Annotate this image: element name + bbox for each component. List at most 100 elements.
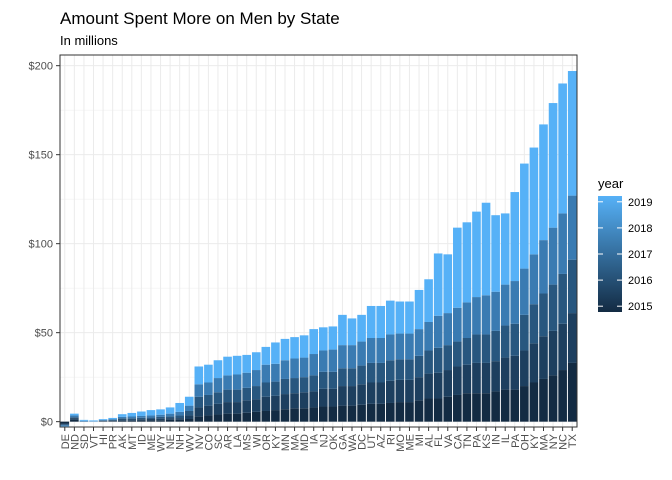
bar-ks-2019 <box>481 202 491 296</box>
bar-ny-2016 <box>548 330 558 376</box>
bar-wv-2017 <box>184 410 194 416</box>
y-tick-label: $150 <box>29 150 53 162</box>
bar-il-2019 <box>500 213 510 285</box>
bar-ne-2017 <box>165 416 175 419</box>
bar-nd-2017 <box>70 417 79 419</box>
bar-co-2019 <box>204 364 213 383</box>
bar-pa-2019 <box>510 192 520 282</box>
bar-ia-2015 <box>309 407 319 422</box>
bar-pa-2019 <box>472 211 481 298</box>
x-tick-label: WA <box>347 433 359 451</box>
bar-id-2015 <box>137 420 146 422</box>
bar-ut-2015 <box>366 403 376 422</box>
y-tick-label: $200 <box>29 61 53 73</box>
bar-az-2015 <box>376 403 386 422</box>
bar-mt-2018 <box>127 416 137 419</box>
bar-pr-2019 <box>108 417 117 420</box>
bar-ga-2017 <box>338 368 347 387</box>
legend-label: 2018 <box>628 223 652 235</box>
bar-ma-2016 <box>539 336 548 379</box>
bar-wi-2018 <box>251 370 261 387</box>
bar-de-2016 <box>60 423 70 425</box>
x-tick-label: RI <box>385 434 397 445</box>
bar-ne-2016 <box>165 418 175 420</box>
bar-ma-2017 <box>539 293 548 337</box>
bar-co-2016 <box>204 405 213 416</box>
bar-wa-2015 <box>347 405 357 422</box>
bar-nj-2019 <box>318 327 328 351</box>
x-tick-label: PA <box>510 433 522 448</box>
bar-wy-2016 <box>156 418 165 421</box>
bar-md-2016 <box>299 392 309 409</box>
x-tick-label: AR <box>223 434 235 449</box>
bar-ms-2018 <box>242 372 252 388</box>
bar-ga-2016 <box>338 386 347 406</box>
plot-border <box>59 54 578 428</box>
bar-ms-2019 <box>242 354 252 373</box>
x-tick-label: MT <box>127 434 139 450</box>
bar-tx-2015 <box>567 362 577 422</box>
x-tick-label: OR <box>261 434 273 451</box>
bar-tn-2016 <box>462 364 472 394</box>
bar-va-2017 <box>443 345 453 371</box>
bar-ar-2018 <box>223 375 232 390</box>
bar-az-2018 <box>376 338 386 363</box>
x-tick-label: VA <box>443 433 455 448</box>
bar-ut-2018 <box>366 338 376 363</box>
bar-ky-2016 <box>529 343 539 383</box>
bar-nv-2017 <box>194 396 204 408</box>
bar-va-2016 <box>443 370 453 397</box>
bar-pa-2015 <box>472 393 481 422</box>
bar-pa-2018 <box>472 297 481 335</box>
bar-nv-2015 <box>194 416 204 422</box>
x-tick-label: UT <box>366 434 378 449</box>
legend-label: 2016 <box>628 275 652 287</box>
bar-sc-2017 <box>213 392 223 404</box>
bar-dc-2016 <box>357 384 366 405</box>
bar-mi-2016 <box>414 377 424 401</box>
x-tick-label: MS <box>242 434 254 451</box>
bar-me-2015 <box>405 402 414 422</box>
bar-ky-2015 <box>529 382 539 422</box>
x-tick-label: VT <box>89 434 101 448</box>
bar-wv-2016 <box>184 415 194 419</box>
bar-oh-2017 <box>520 314 529 351</box>
bar-ar-2016 <box>223 402 232 414</box>
bar-or-2018 <box>261 364 271 383</box>
bar-ma-2018 <box>290 358 299 379</box>
x-tick-label: TX <box>567 433 579 448</box>
bar-ut-2016 <box>366 382 376 404</box>
bar-tn-2019 <box>462 222 472 303</box>
legend-label: 2019 <box>628 197 652 209</box>
bar-pr-2016 <box>108 420 117 422</box>
x-tick-label: DC <box>357 434 369 450</box>
bar-sc-2016 <box>213 403 223 415</box>
bar-md-2019 <box>299 335 309 358</box>
bar-nd-2016 <box>70 418 79 420</box>
x-tick-label: ND <box>69 434 81 450</box>
bar-sc-2015 <box>213 414 223 422</box>
bar-md-2018 <box>299 357 309 378</box>
bar-wy-2015 <box>156 420 165 422</box>
bar-nc-2019 <box>558 83 567 214</box>
bar-ia-2017 <box>309 375 319 392</box>
y-tick-label: $100 <box>29 239 53 251</box>
legend-label: 2017 <box>628 249 652 261</box>
bar-mi-2017 <box>414 355 424 378</box>
legend-title: year <box>598 176 624 191</box>
x-tick-label: WV <box>184 433 196 451</box>
bar-me-2016 <box>146 418 156 421</box>
x-tick-label: AZ <box>376 434 388 448</box>
bar-il-2016 <box>500 357 510 390</box>
bar-wi-2015 <box>251 411 261 422</box>
bar-ny-2017 <box>548 284 558 331</box>
bar-ri-2018 <box>385 334 395 361</box>
bar-ma-2016 <box>290 393 299 409</box>
bar-la-2015 <box>232 413 242 422</box>
bar-nv-2016 <box>194 407 204 417</box>
bar-oh-2018 <box>520 268 529 315</box>
x-tick-label: OK <box>328 433 340 450</box>
bar-nh-2018 <box>175 411 184 416</box>
bar-tx-2016 <box>567 313 577 363</box>
bar-ia-2018 <box>309 354 319 376</box>
